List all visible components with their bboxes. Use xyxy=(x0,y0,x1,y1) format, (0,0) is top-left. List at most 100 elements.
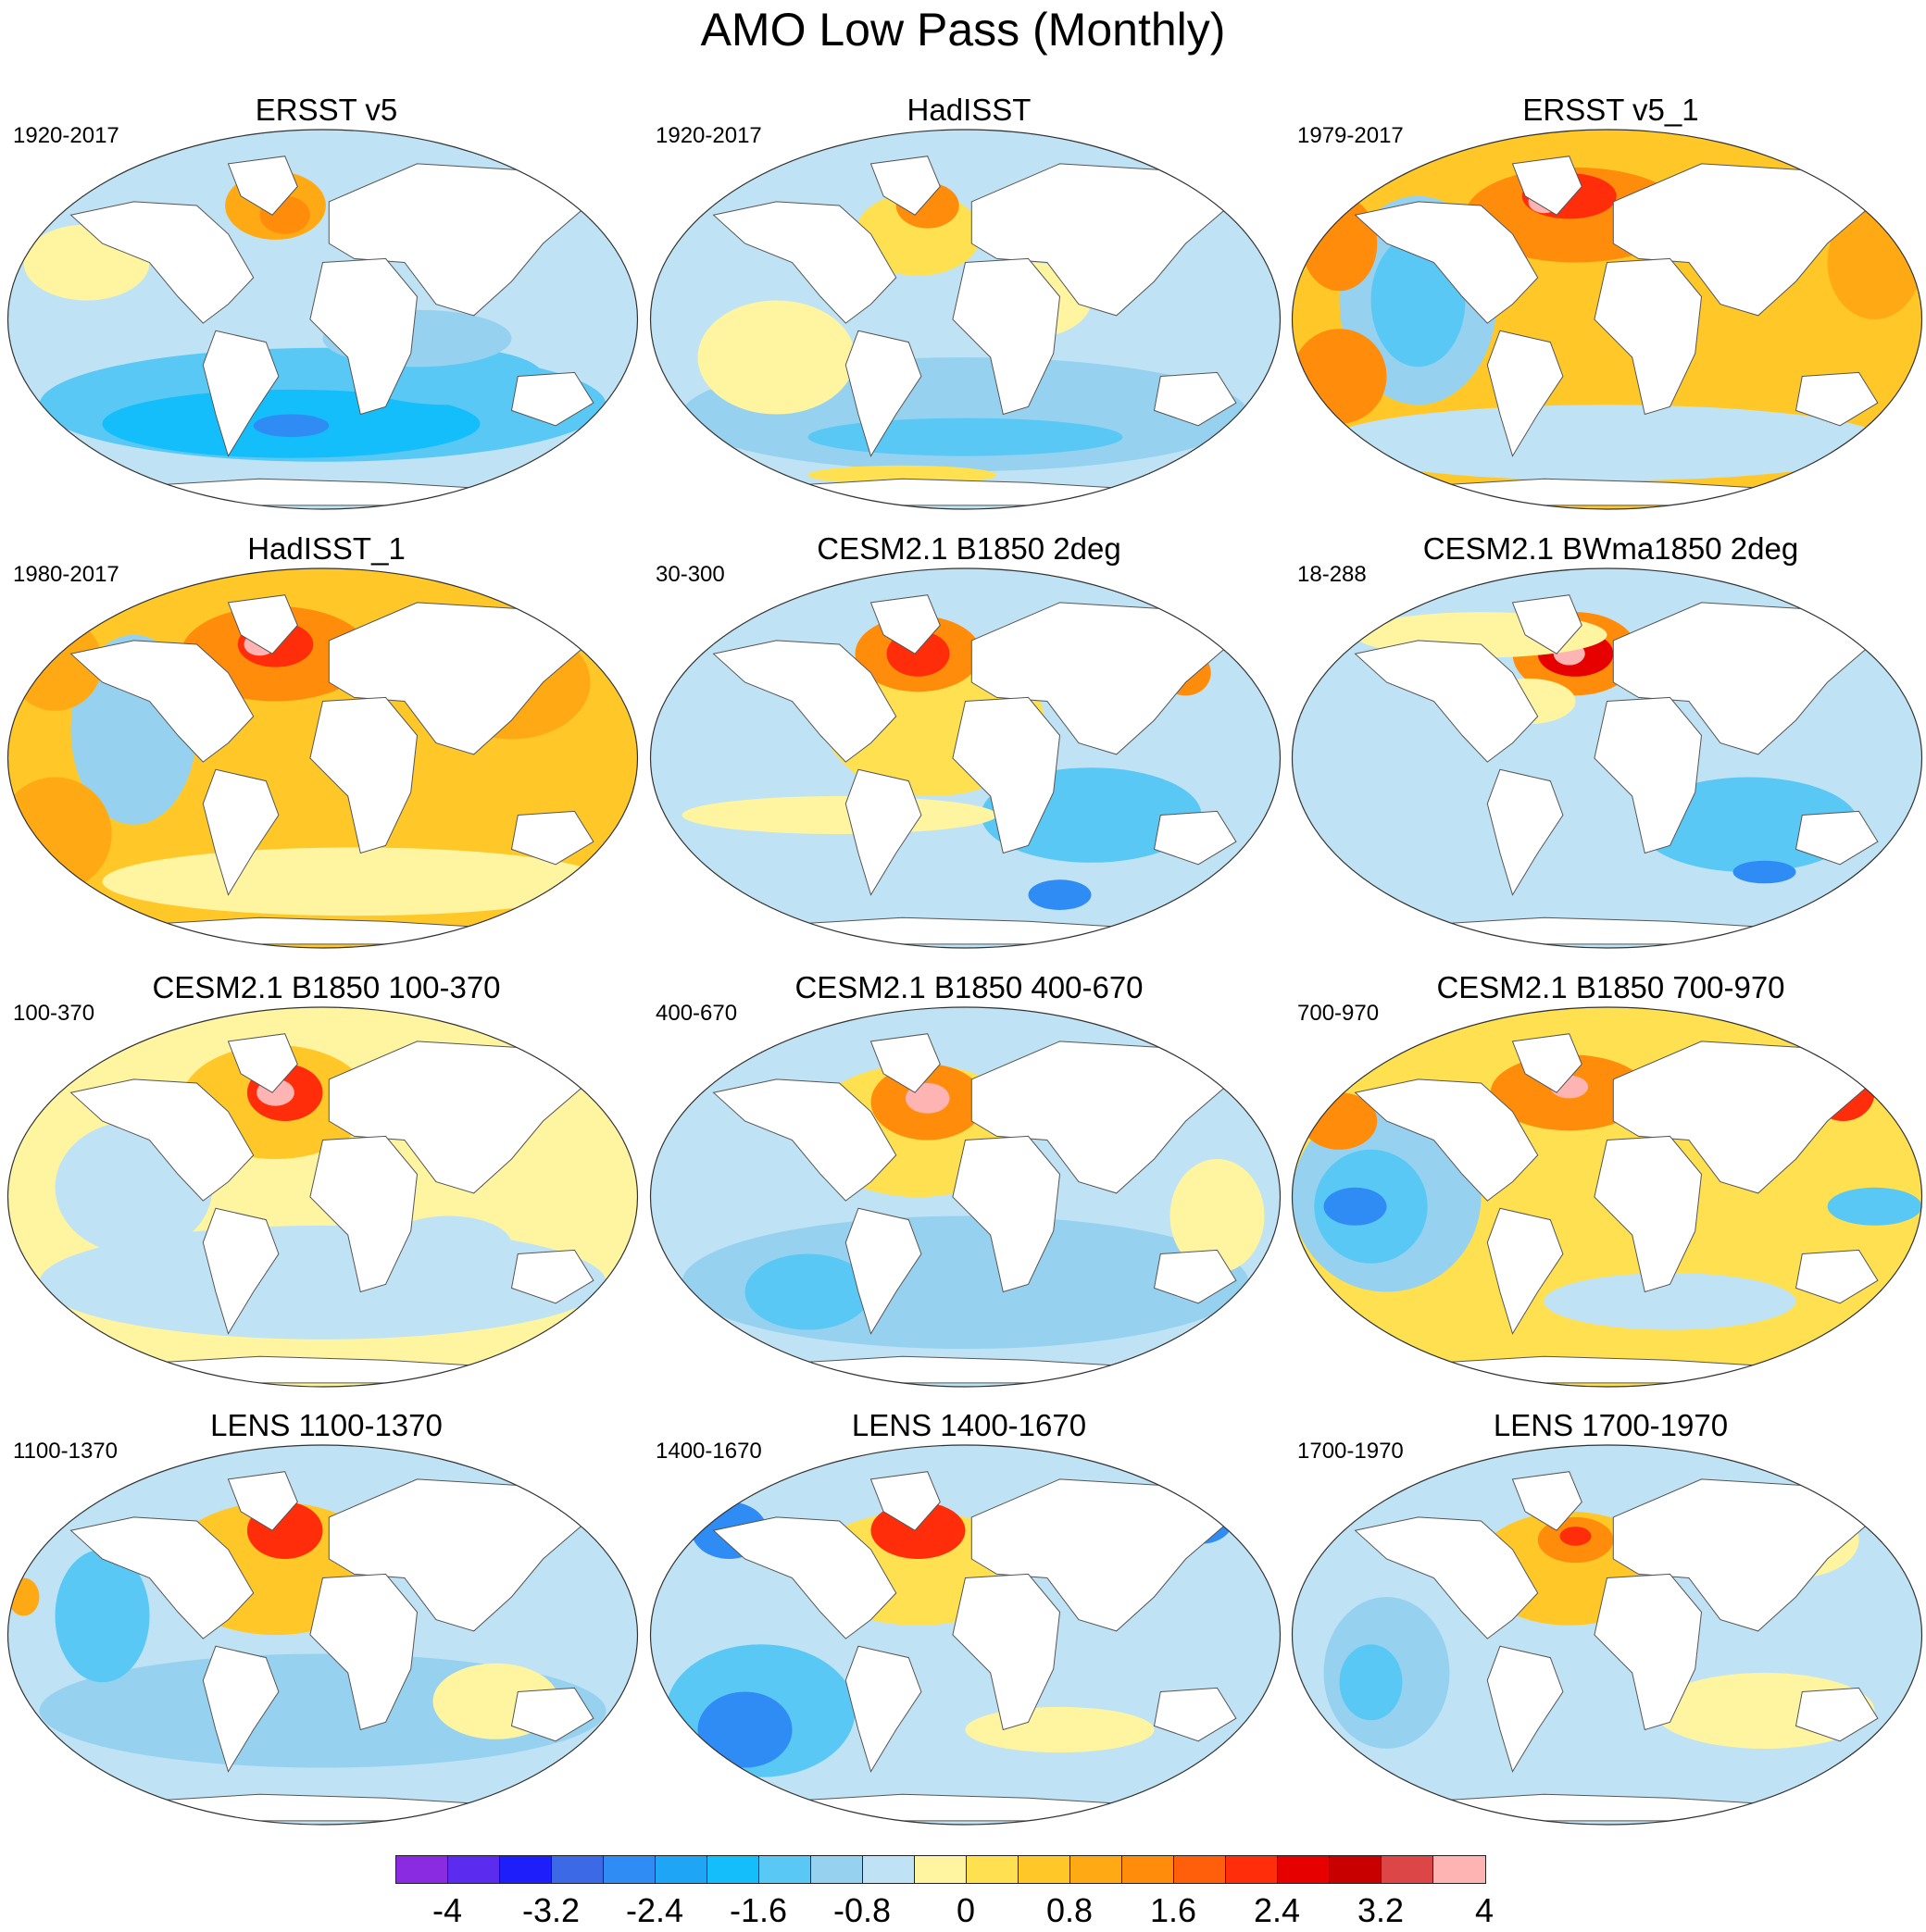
land-mass xyxy=(510,371,594,427)
map-panel: CESM2.1 B1850 400-670 400-670 xyxy=(648,970,1290,1410)
anomaly-contour xyxy=(1732,860,1796,884)
colorbar-swatch xyxy=(915,1856,967,1883)
land-mass xyxy=(844,330,922,457)
anomaly-contour xyxy=(385,1215,512,1274)
robinson-map xyxy=(6,567,639,949)
panel-period-label: 1400-1670 xyxy=(656,1439,762,1464)
anomaly-contour xyxy=(1544,1273,1796,1330)
figure-title: AMO Low Pass (Monthly) xyxy=(700,4,1226,56)
map-panel: CESM2.1 B1850 700-970 700-970 xyxy=(1290,970,1926,1410)
panel-title: LENS 1100-1370 xyxy=(210,1408,443,1442)
anomaly-contour xyxy=(697,1691,793,1768)
colorbar-swatch xyxy=(1433,1856,1485,1883)
panel-period-label: 1979-2017 xyxy=(1297,123,1404,148)
land-mass xyxy=(1594,696,1703,854)
colorbar-tick-label: -4 xyxy=(431,1891,463,1929)
land-mass xyxy=(712,1516,897,1639)
land-mass xyxy=(712,640,897,763)
colorbar-swatch xyxy=(811,1856,863,1883)
land-mass xyxy=(1153,1249,1237,1304)
map-panel: LENS 1700-1970 1700-1970 xyxy=(1290,1408,1926,1848)
colorbar-swatch xyxy=(707,1856,759,1883)
panel-title: HadISST_1 xyxy=(247,531,406,566)
map-border xyxy=(649,129,1282,510)
land-mass xyxy=(227,1471,298,1531)
panel-period-label: 1700-1970 xyxy=(1297,1439,1404,1464)
anomaly-contour xyxy=(1339,1644,1403,1721)
colorbar-swatch xyxy=(759,1856,811,1883)
land-mass xyxy=(69,1516,255,1639)
anomaly-contour xyxy=(1301,195,1378,292)
anomaly-contour xyxy=(1169,1159,1265,1273)
panel-period-label: 30-300 xyxy=(656,562,725,587)
land-mass xyxy=(309,1573,419,1731)
colorbar-swatch xyxy=(863,1856,915,1883)
anomaly-contour xyxy=(1827,1187,1922,1226)
map-border xyxy=(6,129,639,510)
land-mass xyxy=(1153,810,1237,866)
land-mass xyxy=(1795,1687,1879,1742)
land-mass xyxy=(712,201,897,324)
land-mass xyxy=(1795,810,1879,866)
anomaly-contour xyxy=(1559,1527,1592,1546)
map-border xyxy=(649,1444,1282,1826)
land-mass xyxy=(952,1135,1061,1293)
land-mass xyxy=(1486,1207,1564,1335)
land-mass xyxy=(69,640,255,763)
panel-title: ERSST v5 xyxy=(255,93,398,127)
map-border xyxy=(1291,129,1923,510)
map-panel: CESM2.1 BWma1850 2deg 18-288 xyxy=(1290,531,1926,971)
colorbar-tick-label: 4 xyxy=(1474,1891,1495,1929)
panel-period-label: 1920-2017 xyxy=(13,123,119,148)
land-mass xyxy=(69,1078,255,1202)
map-border xyxy=(1291,567,1923,949)
land-mass xyxy=(1594,1573,1703,1731)
robinson-map xyxy=(649,1444,1282,1826)
land-mass xyxy=(1153,1687,1237,1742)
land-mass xyxy=(869,1471,941,1531)
land-mass xyxy=(844,1645,922,1773)
robinson-map xyxy=(1291,1006,1923,1388)
map-panel: ERSST v5 1920-2017 xyxy=(6,93,647,532)
map-border xyxy=(1291,1444,1923,1826)
colorbar-swatches xyxy=(395,1855,1486,1884)
map-panel: ERSST v5_1 1979-2017 xyxy=(1290,93,1926,532)
land-mass xyxy=(952,1573,1061,1731)
robinson-map xyxy=(6,1444,639,1826)
land-mass xyxy=(227,594,298,654)
panel-title: LENS 1700-1970 xyxy=(1493,1408,1729,1442)
land-mass xyxy=(1486,330,1564,457)
land-mass xyxy=(1594,1135,1703,1293)
land-mass xyxy=(844,768,922,896)
map-panel: HadISST_1 1980-2017 xyxy=(6,531,647,971)
land-mass xyxy=(1354,201,1539,324)
land-mass xyxy=(309,1135,419,1293)
colorbar-swatch xyxy=(1226,1856,1278,1883)
anomaly-contour xyxy=(1323,1187,1387,1226)
panel-period-label: 1980-2017 xyxy=(13,562,119,587)
land-mass xyxy=(309,696,419,854)
panel-period-label: 1920-2017 xyxy=(656,123,762,148)
panel-title: ERSST v5_1 xyxy=(1522,93,1699,127)
anomaly-contour xyxy=(1028,879,1092,910)
land-mass xyxy=(227,156,298,216)
land-mass xyxy=(1486,768,1564,896)
panel-title: LENS 1400-1670 xyxy=(851,1408,1087,1442)
panel-title: CESM2.1 B1850 100-370 xyxy=(152,970,501,1004)
anomaly-contour xyxy=(253,414,330,438)
land-mass xyxy=(202,1645,280,1773)
robinson-map xyxy=(1291,129,1923,510)
land-mass xyxy=(227,1033,298,1093)
land-mass xyxy=(1511,594,1582,654)
land-mass xyxy=(1511,156,1582,216)
colorbar-swatch xyxy=(656,1856,707,1883)
colorbar-tick-label: 0 xyxy=(956,1891,976,1929)
colorbar-tick-label: 3.2 xyxy=(1357,1891,1405,1929)
land-mass xyxy=(869,156,941,216)
robinson-map xyxy=(6,129,639,510)
robinson-map xyxy=(1291,1444,1923,1826)
colorbar-swatch xyxy=(552,1856,604,1883)
panel-title: CESM2.1 B1850 2deg xyxy=(817,531,1121,566)
robinson-map xyxy=(1291,567,1923,949)
land-mass xyxy=(202,330,280,457)
